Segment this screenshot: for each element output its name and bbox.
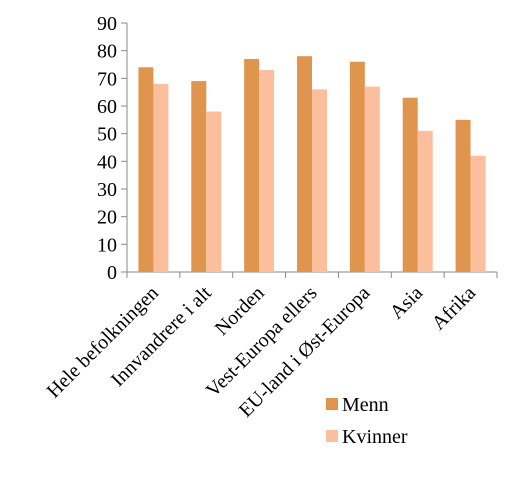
y-tick-label: 20 — [97, 207, 117, 229]
bar — [138, 67, 154, 273]
x-tick-label: Asia — [386, 282, 428, 324]
bar — [206, 111, 222, 273]
x-tick-label: Afrika — [428, 282, 481, 335]
y-tick-label: 40 — [97, 151, 117, 173]
y-tick-label: 30 — [97, 179, 117, 201]
y-tick-label: 10 — [97, 234, 117, 256]
bar — [297, 56, 312, 273]
bar — [349, 61, 365, 272]
y-tick-label: 60 — [97, 96, 117, 118]
y-tick-label: 80 — [97, 41, 117, 63]
legend-swatch — [326, 430, 338, 442]
bar — [191, 81, 207, 272]
y-tick-label: 70 — [97, 68, 117, 90]
legend-swatch — [326, 398, 338, 410]
bar — [455, 119, 471, 272]
bar — [259, 70, 275, 273]
bar — [470, 155, 486, 272]
bar — [312, 89, 327, 273]
legend-label: Kvinner — [342, 426, 408, 448]
bar — [417, 130, 433, 272]
y-tick-label: 50 — [97, 124, 117, 146]
bar — [244, 58, 260, 272]
y-tick-label: 90 — [97, 13, 117, 35]
bar — [364, 86, 380, 272]
y-tick-label: 0 — [107, 262, 117, 284]
legend-label: Menn — [342, 394, 389, 416]
bar — [153, 83, 169, 272]
bar — [402, 97, 418, 272]
